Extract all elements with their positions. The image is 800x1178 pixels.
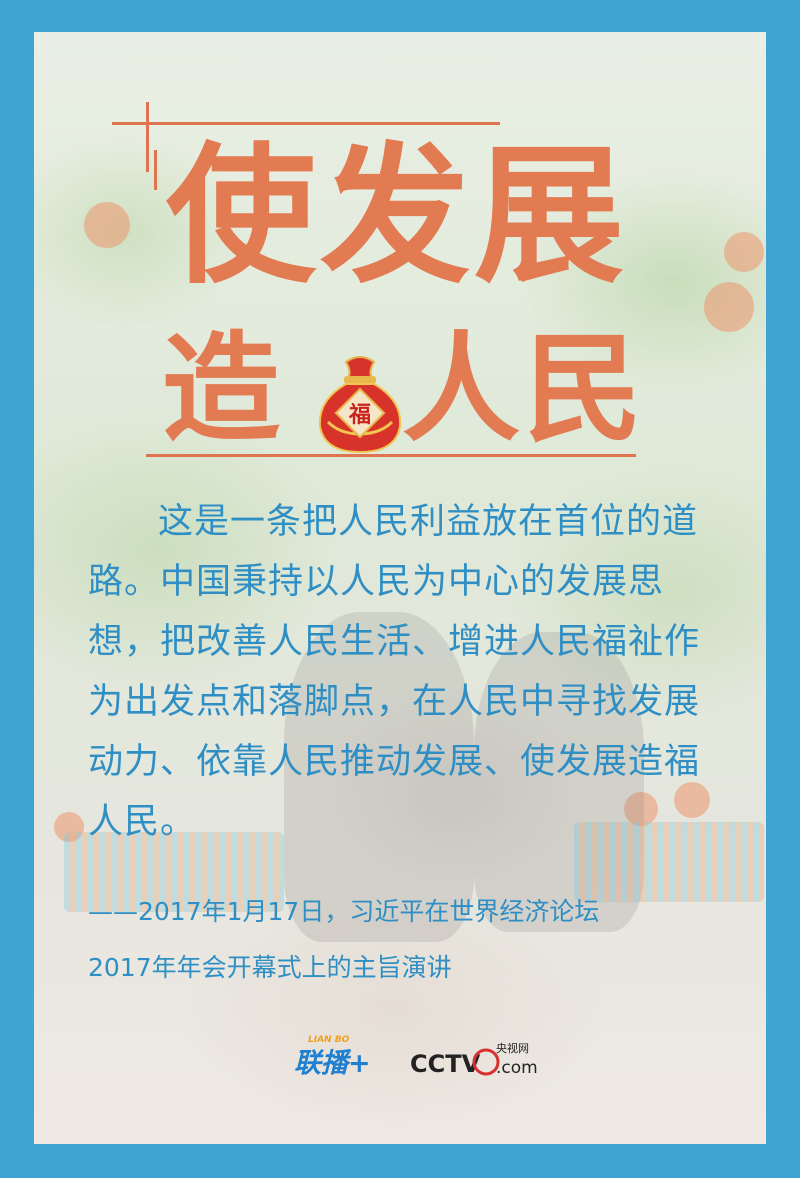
background-fruit bbox=[54, 812, 84, 842]
background-farmer bbox=[284, 612, 474, 942]
background-basket bbox=[574, 822, 764, 902]
title-frame-top-line bbox=[112, 122, 500, 125]
title-char-renmin: 人民 bbox=[402, 320, 647, 458]
background-fruit bbox=[724, 232, 764, 272]
bag-fu-char: 福 bbox=[348, 403, 371, 428]
title-frame-bottom-line bbox=[146, 454, 636, 457]
background-fruit bbox=[624, 792, 658, 826]
lianbo-small-text: LIAN BO bbox=[308, 1035, 350, 1045]
background-farmer bbox=[474, 632, 644, 932]
cctv-ring-icon bbox=[472, 1048, 500, 1076]
poster-title-line-1: 使发展 bbox=[166, 130, 629, 304]
poster-body-text: 这是一条把人民利益放在首位的道路。中国秉持以人民为中心的发展思想，把改善人民生活… bbox=[88, 502, 701, 842]
title-frame-left-line-2 bbox=[154, 150, 157, 190]
lucky-bag-icon: 福 bbox=[318, 356, 402, 454]
source-line-1: ——2017年1月17日，习近平在世界经济论坛 bbox=[88, 897, 600, 926]
cctv-small-text: 央视网 bbox=[496, 1041, 529, 1055]
poster-canvas: 使发展 造人民 福 这是一条把人民利益放在首位的道路。中国秉持以人民为中心的发展… bbox=[34, 32, 766, 1144]
cctv-main-text: CCTV bbox=[410, 1050, 481, 1078]
background-fruit bbox=[674, 782, 710, 818]
lianbo-main-text: 联播+ bbox=[294, 1048, 371, 1079]
background-basket bbox=[64, 832, 284, 912]
source-line-2: 2017年年会开幕式上的主旨演讲 bbox=[88, 953, 452, 982]
poster-title-line-2: 造人民 bbox=[162, 324, 646, 454]
cctv-com-logo: CCTV 央视网 .com bbox=[410, 1041, 538, 1078]
lianbo-plus-logo: LIAN BO 联播+ bbox=[294, 1035, 371, 1079]
title-char-zao: 造 bbox=[162, 320, 285, 458]
background-fruit bbox=[84, 202, 130, 248]
background-fruit bbox=[704, 282, 754, 332]
poster-source: ——2017年1月17日，习近平在世界经济论坛 2017年年会开幕式上的主旨演讲 bbox=[88, 884, 748, 996]
cctv-com-text: .com bbox=[496, 1058, 538, 1078]
title-frame-left-line bbox=[146, 102, 149, 172]
